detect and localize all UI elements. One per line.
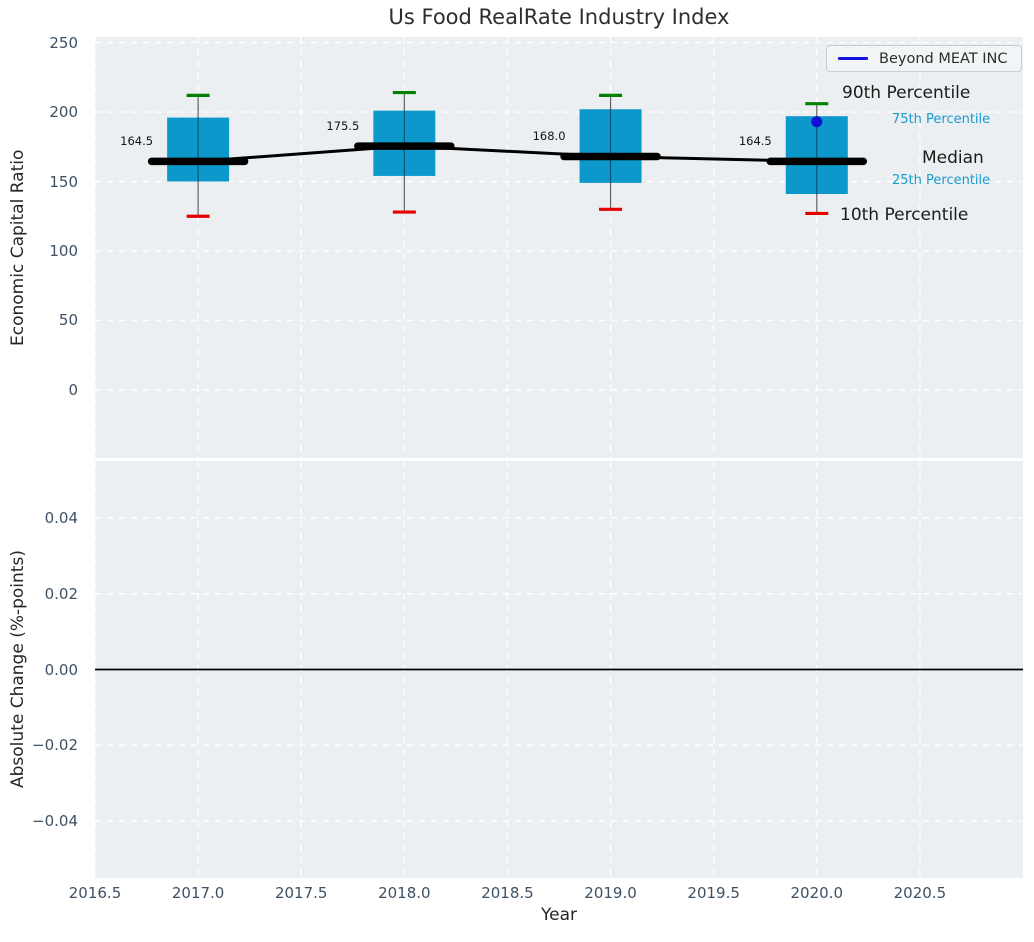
y-tick-label: 150 (49, 172, 78, 191)
median-value-label: 175.5 (326, 119, 360, 134)
y-tick-label: −0.04 (32, 812, 78, 831)
y-tick-label: 0.04 (44, 508, 78, 527)
beyond-meat-point (811, 116, 823, 128)
y-tick-label: 200 (49, 103, 78, 122)
y-tick-label: −0.02 (32, 736, 78, 755)
legend-line-sample (838, 57, 868, 60)
x-tick-label: 2018.5 (481, 884, 534, 902)
annotation-median: Median (922, 148, 984, 168)
x-tick-label: 2017.5 (274, 884, 328, 902)
x-tick-label: 2017.0 (171, 884, 225, 902)
top-axes (95, 37, 1023, 458)
x-tick-label: 2019.5 (687, 884, 740, 902)
bottom-axes (95, 461, 1023, 878)
legend: Beyond MEAT INC (826, 45, 1022, 72)
annotation-10th-percentile: 10th Percentile (840, 205, 969, 225)
annotation-90th-percentile: 90th Percentile (842, 83, 971, 103)
median-value-label: 168.0 (532, 129, 566, 144)
median-trend-line (198, 144, 817, 163)
bottom-plot-canvas (95, 461, 1023, 878)
y-tick-label: 0 (68, 380, 78, 399)
x-axis-label: Year (541, 905, 577, 925)
iqr-box-2017 (167, 117, 230, 182)
iqr-box-2019 (579, 109, 642, 183)
top-plot-canvas (95, 37, 1023, 458)
y-tick-label: 250 (49, 33, 78, 52)
iqr-box-2020 (785, 116, 848, 195)
median-value-label: 164.5 (120, 134, 154, 149)
x-tick-label: 2020.0 (790, 884, 844, 902)
x-tick-label: 2020.5 (893, 884, 947, 902)
y-tick-label: 100 (49, 241, 78, 260)
y-tick-label: 0.02 (44, 584, 78, 603)
chart-title: Us Food RealRate Industry Index (388, 5, 730, 29)
y-tick-label: 0.00 (44, 660, 78, 679)
annotation-25th-percentile: 25th Percentile (892, 173, 991, 188)
x-tick-label: 2019.0 (584, 884, 637, 902)
y-tick-label: 50 (58, 311, 78, 330)
median-value-label: 164.5 (738, 134, 772, 149)
x-tick-label: 2016.5 (68, 884, 122, 902)
legend-label: Beyond MEAT INC (879, 50, 1008, 67)
x-tick-label: 2018.0 (378, 884, 431, 902)
annotation-75th-percentile: 75th Percentile (892, 112, 991, 127)
